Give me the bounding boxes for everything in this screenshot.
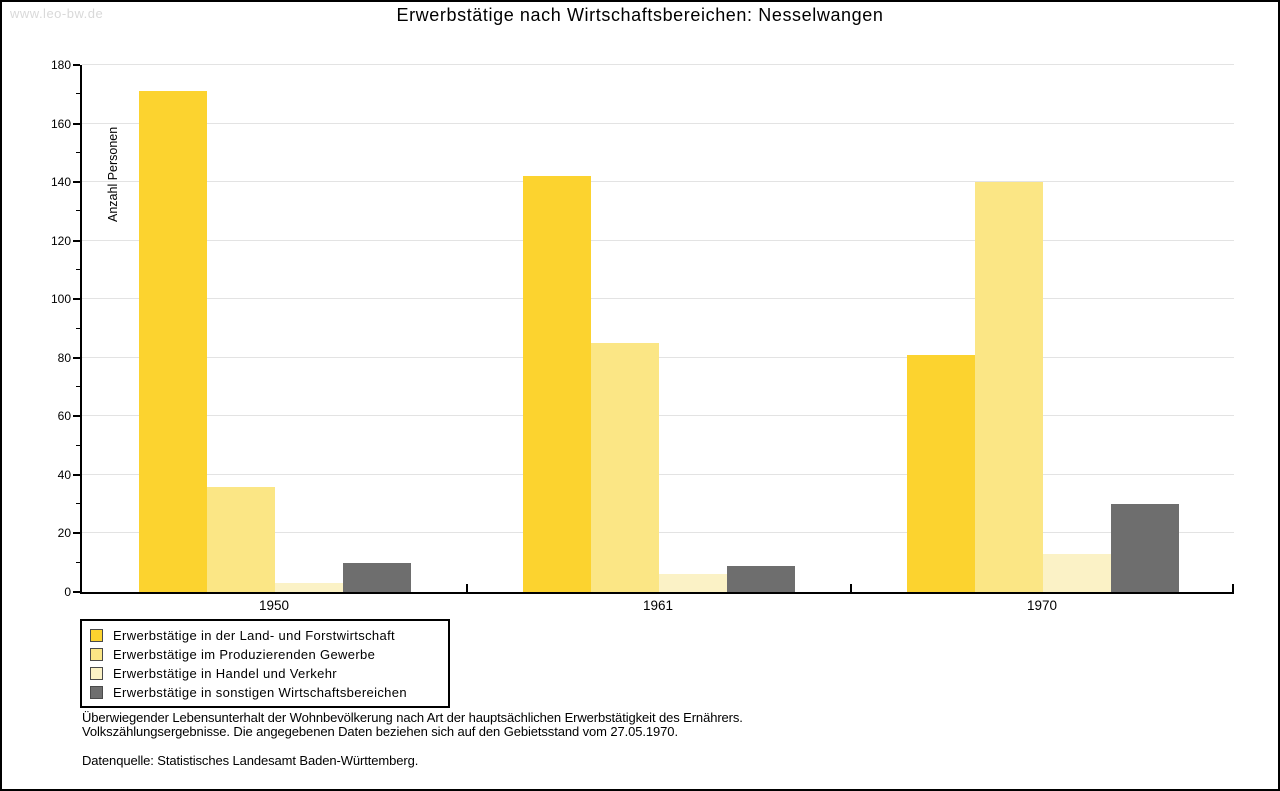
x-tick-1 — [466, 584, 468, 592]
x-tick-3 — [1232, 584, 1234, 592]
y-tick-label-180: 180 — [50, 58, 71, 72]
y-tick-major-40 — [73, 473, 80, 476]
bar-1970-series-3 — [1111, 504, 1179, 592]
legend-swatch-handel-verkehr — [90, 667, 103, 680]
y-tick-major-60 — [73, 415, 80, 418]
y-tick-major-120 — [73, 239, 80, 242]
y-tick-minor-110 — [76, 268, 80, 270]
y-tick-major-160 — [73, 122, 80, 125]
y-tick-minor-30 — [76, 503, 80, 505]
y-axis-line — [80, 65, 82, 594]
y-tick-label-160: 160 — [50, 116, 71, 131]
y-axis-label: Anzahl Personen — [106, 126, 120, 222]
legend-label: Erwerbstätige in sonstigen Wirtschaftsbe… — [113, 685, 407, 700]
gridline-y-180 — [82, 64, 1234, 65]
x-axis-line — [80, 592, 1234, 594]
chart-title: Erwerbstätige nach Wirtschaftsbereichen:… — [396, 5, 884, 25]
bar-1970-series-1 — [975, 182, 1043, 592]
y-tick-label-120: 120 — [50, 233, 71, 248]
y-tick-major-80 — [73, 356, 80, 359]
bar-1961-series-0 — [523, 176, 591, 592]
y-tick-label-60: 60 — [57, 409, 71, 424]
bar-1961-series-1 — [591, 343, 659, 592]
bar-1950-series-1 — [207, 486, 275, 592]
y-tick-minor-150 — [76, 151, 80, 153]
watermark: www.leo-bw.de — [10, 6, 104, 21]
legend-item-handel-verkehr: Erwerbstätige in Handel und Verkehr — [90, 664, 440, 683]
y-tick-minor-170 — [76, 93, 80, 95]
y-tick-minor-10 — [76, 561, 80, 563]
legend: Erwerbstätige in der Land- und Forstwirt… — [80, 619, 450, 708]
y-tick-major-140 — [73, 181, 80, 184]
legend-item-sonstige-wirtschaftsbereiche: Erwerbstätige in sonstigen Wirtschaftsbe… — [90, 683, 440, 702]
y-tick-label-80: 80 — [57, 350, 71, 365]
footnote-line-2: Volkszählungsergebnisse. Die angegebenen… — [82, 724, 678, 739]
y-tick-label-140: 140 — [50, 175, 71, 190]
legend-label: Erwerbstätige in der Land- und Forstwirt… — [113, 628, 395, 643]
gridline-y-100 — [82, 298, 1234, 300]
bar-1961-series-2 — [659, 574, 727, 592]
plot-area: Anzahl Personen 0 20 40 60 80 100 120 140 160 180… — [51, 58, 1234, 613]
y-tick-label-20: 20 — [57, 526, 71, 541]
legend-swatch-produzierendes-gewerbe — [90, 648, 103, 661]
y-tick-major-100 — [73, 298, 80, 301]
gridline-y-120 — [82, 239, 1234, 241]
gridline-y-160 — [82, 122, 1234, 124]
y-tick-label-40: 40 — [57, 467, 71, 482]
bar-1961-series-3 — [727, 565, 795, 592]
x-tick-2 — [850, 584, 852, 592]
y-tick-label-0: 0 — [64, 585, 71, 599]
y-tick-minor-50 — [76, 444, 80, 446]
y-tick-label-100: 100 — [50, 292, 71, 307]
footnote-line-1: Überwiegender Lebensunterhalt der Wohnbe… — [82, 710, 743, 725]
legend-swatch-sonstige-wirtschaftsbereiche — [90, 686, 103, 699]
y-tick-minor-90 — [76, 327, 80, 329]
bar-1950-series-2 — [275, 583, 343, 592]
footnote: Überwiegender Lebensunterhalt der Wohnbe… — [82, 711, 743, 739]
legend-label: Erwerbstätige in Handel und Verkehr — [113, 666, 337, 681]
legend-swatch-land-forstwirtschaft — [90, 629, 103, 642]
legend-label: Erwerbstätige im Produzierenden Gewerbe — [113, 647, 376, 662]
gridline-y-140 — [82, 181, 1234, 183]
data-source: Datenquelle: Statistisches Landesamt Bad… — [82, 753, 419, 768]
y-tick-major-20 — [73, 532, 80, 535]
bar-1950-series-3 — [343, 562, 411, 592]
y-tick-major-180 — [73, 64, 80, 66]
legend-item-land-forstwirtschaft: Erwerbstätige in der Land- und Forstwirt… — [90, 626, 440, 645]
x-category-label-1961: 1961 — [642, 598, 674, 613]
y-tick-minor-70 — [76, 386, 80, 388]
legend-item-produzierendes-gewerbe: Erwerbstätige im Produzierenden Gewerbe — [90, 645, 440, 664]
y-tick-major-0 — [73, 591, 80, 593]
x-category-label-1950: 1950 — [258, 598, 290, 613]
bar-1950-series-0 — [139, 91, 207, 592]
bar-1970-series-0 — [907, 354, 975, 592]
bar-1970-series-2 — [1043, 553, 1111, 592]
x-category-label-1970: 1970 — [1026, 598, 1058, 613]
y-tick-minor-130 — [76, 210, 80, 212]
